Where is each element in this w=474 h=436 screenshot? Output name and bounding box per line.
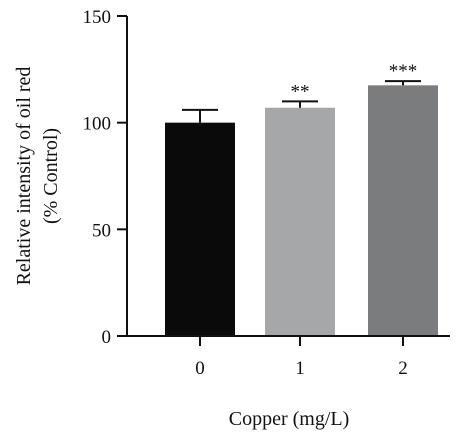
x-tick-label: 2 xyxy=(398,358,408,379)
y-tick-label: 50 xyxy=(92,220,111,241)
bars-layer xyxy=(165,85,438,337)
x-tick-label: 0 xyxy=(195,358,205,379)
error-bars-layer xyxy=(182,80,421,123)
y-tick-label: 150 xyxy=(83,7,112,28)
bar-0 xyxy=(165,122,235,337)
y-axis-label-line-1: Relative intensity of oil red xyxy=(13,67,35,286)
bar-1 xyxy=(265,107,335,336)
y-tick-label: 100 xyxy=(83,114,112,135)
significance-label: ** xyxy=(291,81,310,102)
bar-2 xyxy=(368,85,438,336)
x-ticks: 0 1 2 xyxy=(195,336,408,379)
y-axis-label: Relative intensity of oil red (% Control… xyxy=(13,67,62,286)
significance-label: *** xyxy=(389,61,418,82)
y-ticks: 0 50 100 150 xyxy=(83,7,127,348)
significance-layer: ***** xyxy=(291,61,418,102)
x-axis-label: Copper (mg/L) xyxy=(229,408,350,430)
y-tick-label: 0 xyxy=(102,327,112,348)
y-axis-label-line-2: (% Control) xyxy=(40,128,62,224)
x-tick-label: 1 xyxy=(295,358,305,379)
